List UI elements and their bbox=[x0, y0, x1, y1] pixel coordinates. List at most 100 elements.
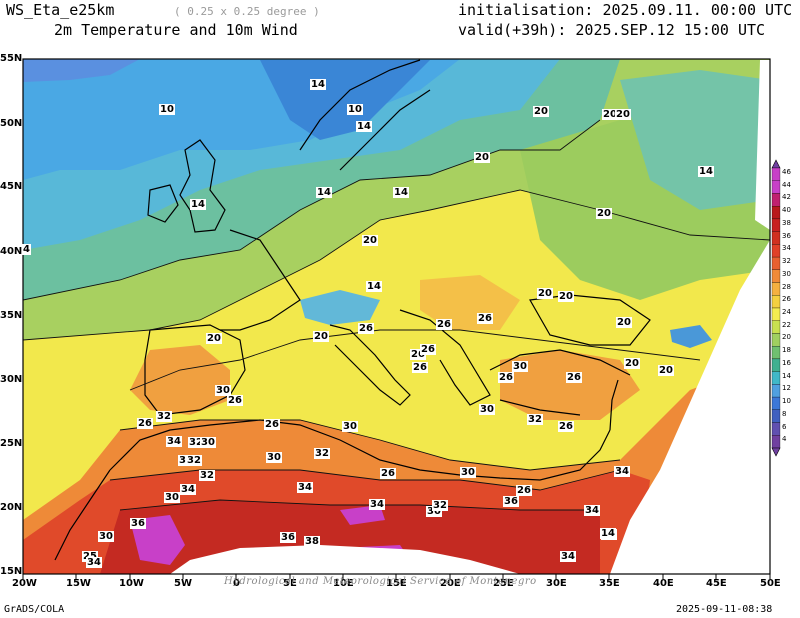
colorbar-cell bbox=[771, 346, 781, 360]
colorbar-cell bbox=[771, 371, 781, 385]
colorbar-value: 4 bbox=[782, 435, 787, 444]
contour-label: 20 bbox=[474, 152, 490, 163]
contour-label: 36 bbox=[178, 455, 194, 466]
contour-label: 34 bbox=[369, 499, 385, 510]
coast-greece-turkey bbox=[489, 349, 631, 416]
lon-tick: 15W bbox=[66, 578, 91, 589]
colorbar-value: 44 bbox=[782, 180, 791, 189]
lon-tick: 10W bbox=[119, 578, 144, 589]
colorbar bbox=[771, 159, 781, 457]
render-timestamp: 2025-09-11-08:38 bbox=[676, 604, 773, 615]
contour-label: 34 bbox=[584, 505, 600, 516]
contour-label: 26 bbox=[137, 418, 153, 429]
contour-label: 14 bbox=[393, 187, 409, 198]
lat-tick: 50N bbox=[0, 118, 23, 129]
contour-label: 14 bbox=[356, 121, 372, 132]
colorbar-value: 8 bbox=[782, 409, 787, 418]
contour-label: 32 bbox=[199, 470, 215, 481]
colorbar-cell bbox=[771, 256, 781, 270]
lat-tick: 30N bbox=[0, 374, 23, 385]
colorbar-value: 14 bbox=[782, 371, 791, 380]
colorbar-value: 32 bbox=[782, 257, 791, 266]
contour-label: 26 bbox=[516, 485, 532, 496]
colorbar-value: 24 bbox=[782, 308, 791, 316]
colorbar-value: 36 bbox=[782, 231, 791, 240]
lat-tick: 25N bbox=[0, 438, 23, 449]
lat-tick: 20N bbox=[0, 502, 23, 513]
contour-label: 26 bbox=[264, 419, 280, 430]
contour-label: 32 bbox=[432, 500, 448, 511]
colorbar-value: 12 bbox=[782, 384, 791, 393]
contour-label: 20 bbox=[533, 106, 549, 117]
contour-label: 20 bbox=[313, 331, 329, 342]
model-title: WS_Eta_e25km bbox=[6, 1, 115, 19]
lon-tick: 40E bbox=[653, 578, 674, 589]
lon-tick: 50E bbox=[760, 578, 781, 589]
contour-label: 14 bbox=[310, 79, 326, 90]
contour-label: 26 bbox=[227, 395, 243, 406]
lat-tick: 35N bbox=[0, 310, 23, 321]
band-northwest-blue bbox=[23, 59, 140, 82]
contour-label: 26 bbox=[412, 362, 428, 373]
contour-label: 14 bbox=[698, 166, 714, 177]
colorbar-cell bbox=[771, 193, 781, 207]
contour-label: 20 bbox=[615, 109, 631, 120]
lon-tick: 45E bbox=[706, 578, 727, 589]
colorbar-value: 42 bbox=[782, 193, 791, 202]
field-title: 2m Temperature and 10m Wind bbox=[54, 21, 298, 39]
no-data-east bbox=[610, 240, 770, 574]
colorbar-cell bbox=[771, 396, 781, 410]
resolution-note: ( 0.25 x 0.25 degree ) bbox=[174, 5, 320, 18]
no-data-northeast bbox=[755, 60, 770, 230]
contour-label: 30 bbox=[342, 421, 358, 432]
coast-levant bbox=[609, 379, 619, 431]
contour-label: 14 bbox=[316, 187, 332, 198]
contour-label: 30 bbox=[98, 531, 114, 542]
colorbar-value: 22 bbox=[782, 320, 791, 329]
contour-label: 34 bbox=[180, 484, 196, 495]
contour-label: 20 bbox=[616, 317, 632, 328]
contour-label: 32 bbox=[186, 455, 202, 466]
contour-label: 26 bbox=[477, 313, 493, 324]
contour-label: 26 bbox=[566, 372, 582, 383]
colorbar-cell bbox=[771, 295, 781, 309]
initialisation-time: initialisation: 2025.09.11. 00:00 UTC bbox=[458, 1, 793, 19]
colorbar-cell bbox=[771, 435, 781, 449]
coast-ireland bbox=[147, 184, 179, 223]
band-scandinavia-blue bbox=[260, 60, 430, 140]
contour-label: 20 bbox=[596, 208, 612, 219]
colorbar-value: 16 bbox=[782, 358, 791, 367]
contour-label: 26 bbox=[558, 421, 574, 432]
contour-label: 20 bbox=[624, 358, 640, 369]
colorbar-cell bbox=[771, 244, 781, 258]
lat-tick: 40N bbox=[0, 246, 23, 257]
colorbar-value: 26 bbox=[782, 295, 791, 304]
contour-label: 20 bbox=[206, 333, 222, 344]
contour-label: 36 bbox=[503, 496, 519, 507]
colorbar-value: 30 bbox=[782, 269, 791, 278]
coast-black-sea bbox=[529, 294, 651, 346]
grads-credit: GrADS/COLA bbox=[4, 604, 65, 615]
colorbar-cell bbox=[771, 409, 781, 423]
lat-tick: 55N bbox=[0, 53, 23, 64]
lon-tick: 20W bbox=[12, 578, 37, 589]
contour-label: 26 bbox=[436, 319, 452, 330]
colorbar-cell bbox=[771, 282, 781, 296]
contour-label: 26 bbox=[410, 349, 426, 360]
contour-label: 26 bbox=[498, 372, 514, 383]
lat-tick: 15N bbox=[0, 566, 23, 577]
contour-label: 30 bbox=[512, 361, 528, 372]
band-anatolia-orange bbox=[500, 350, 640, 420]
contour-label: 30 bbox=[426, 506, 442, 517]
colorbar-cell bbox=[771, 180, 781, 194]
contour-label: 14 bbox=[600, 528, 616, 539]
coast-iberia bbox=[144, 324, 246, 416]
colorbar-cell bbox=[771, 422, 781, 436]
contour-label: 20 bbox=[537, 288, 553, 299]
lon-tick: 35E bbox=[599, 578, 620, 589]
valid-time: valid(+39h): 2025.SEP.12 15:00 UTC bbox=[458, 21, 766, 39]
contour-label: 25 bbox=[82, 551, 98, 562]
alps-cool-spot bbox=[300, 290, 380, 325]
contour-label: 30 bbox=[266, 452, 282, 463]
